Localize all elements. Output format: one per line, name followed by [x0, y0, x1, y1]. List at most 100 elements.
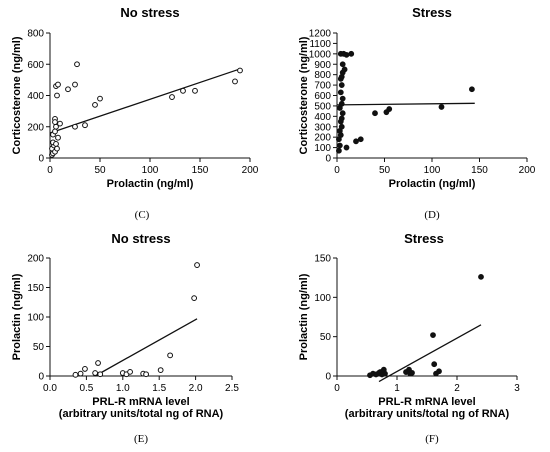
data-point [341, 66, 348, 73]
x-tick-label: 50 [94, 165, 106, 176]
data-point [55, 134, 61, 141]
data-point [92, 101, 98, 108]
chart-panel-0: 0 50 100 150 200 0 200 400 600 800 No stress Prolac… [11, 5, 259, 221]
y-tick-label: 100 [314, 143, 331, 154]
data-point [72, 81, 78, 88]
y-tick-label: 800 [27, 29, 44, 40]
data-point [92, 370, 99, 376]
data-point [54, 92, 60, 99]
data-point [338, 115, 345, 122]
data-point [237, 67, 243, 74]
data-point [338, 100, 345, 107]
x-tick-label: 0.0 [43, 383, 57, 394]
data-point [192, 87, 198, 94]
y-tick-label: 1000 [309, 49, 332, 60]
regression-line [49, 68, 241, 134]
x-axis-label-line2: (arbitrary units/total ng of RNA) [345, 408, 510, 420]
data-point [55, 81, 61, 88]
data-point [348, 50, 355, 57]
x-tick-label: 100 [142, 165, 159, 176]
x-axis-label: Prolactin (ng/ml) [107, 178, 194, 190]
data-point [127, 368, 133, 375]
chart-title: Stress [404, 231, 444, 246]
y-axis-label: Prolactin (ng/ml) [11, 273, 23, 360]
x-axis-label: Prolactin (ng/ml) [389, 178, 476, 190]
data-point [72, 371, 79, 378]
regression-line [378, 324, 482, 383]
data-point [478, 273, 484, 280]
y-tick-label: 200 [27, 254, 44, 265]
x-tick-label: 0.5 [79, 383, 93, 394]
data-point [338, 123, 345, 130]
data-point [97, 95, 103, 102]
y-tick-label: 50 [320, 332, 332, 343]
panel-label: (E) [134, 433, 148, 445]
y-axis-label: Corticosterone (ng/ml) [11, 36, 23, 154]
data-point [353, 138, 359, 145]
x-axis-label: PRL-R mRNA level [378, 396, 475, 408]
x-tick-label: 0 [47, 165, 53, 176]
data-point [436, 368, 442, 375]
x-tick-label: 150 [471, 165, 488, 176]
y-tick-label: 100 [27, 313, 44, 324]
data-point [386, 106, 393, 112]
x-tick-label: 3 [514, 383, 520, 394]
x-tick-label: 2 [454, 383, 460, 394]
x-tick-label: 2.5 [225, 383, 239, 394]
y-tick-label: 0 [38, 154, 44, 165]
data-point [438, 104, 445, 110]
data-point [409, 369, 415, 376]
data-point [232, 78, 238, 85]
panel-label: (F) [425, 433, 439, 445]
x-tick-label: 100 [424, 165, 441, 176]
regression-line [336, 102, 475, 106]
y-tick-label: 600 [27, 60, 44, 71]
y-tick-label: 900 [314, 60, 331, 71]
regression-line [94, 318, 198, 377]
data-point [339, 95, 346, 102]
data-point [336, 142, 343, 149]
data-point [97, 371, 104, 378]
data-point [74, 61, 80, 68]
data-point [169, 94, 175, 100]
data-point [167, 352, 174, 359]
x-tick-label: 0 [334, 165, 340, 176]
x-tick-label: 200 [519, 165, 536, 176]
data-point [65, 86, 71, 93]
y-tick-label: 400 [27, 91, 44, 102]
x-tick-label: 1 [394, 383, 400, 394]
chart-panel-3: 0 1 2 3 0 50 100 150 Stress PRL-R mRNA level(arbi… [298, 231, 520, 445]
data-point [157, 367, 164, 374]
y-tick-label: 1200 [309, 29, 332, 40]
data-point [82, 366, 88, 372]
x-tick-label: 50 [379, 165, 391, 176]
x-tick-label: 2.0 [189, 383, 203, 394]
data-point [194, 262, 200, 268]
y-tick-label: 200 [314, 133, 331, 144]
data-point [95, 360, 101, 366]
y-tick-label: 700 [314, 81, 331, 92]
data-point [338, 82, 345, 88]
data-point [430, 332, 436, 338]
data-point [357, 136, 364, 143]
data-point [72, 123, 78, 130]
chart-panel-2: 0.0 0.5 1.0 1.5 2.0 2.5 0 50 100 150 200 No stress P… [11, 231, 239, 445]
panel-label: (D) [424, 209, 440, 221]
x-tick-label: 200 [242, 165, 259, 176]
data-point [343, 144, 350, 151]
y-tick-label: 1100 [309, 39, 331, 50]
data-point [57, 120, 63, 127]
y-tick-label: 100 [314, 293, 331, 304]
data-point [469, 86, 475, 93]
data-point [336, 147, 342, 154]
data-point [191, 295, 198, 302]
data-point [343, 51, 350, 58]
data-point [52, 128, 58, 135]
data-point [339, 61, 346, 68]
x-tick-label: 1.5 [152, 383, 166, 394]
y-axis-label: Corticosterone (ng/ml) [298, 36, 310, 154]
data-point [77, 370, 84, 377]
x-tick-label: 1.0 [116, 383, 130, 394]
x-axis-label: PRL-R mRNA level [92, 396, 189, 408]
